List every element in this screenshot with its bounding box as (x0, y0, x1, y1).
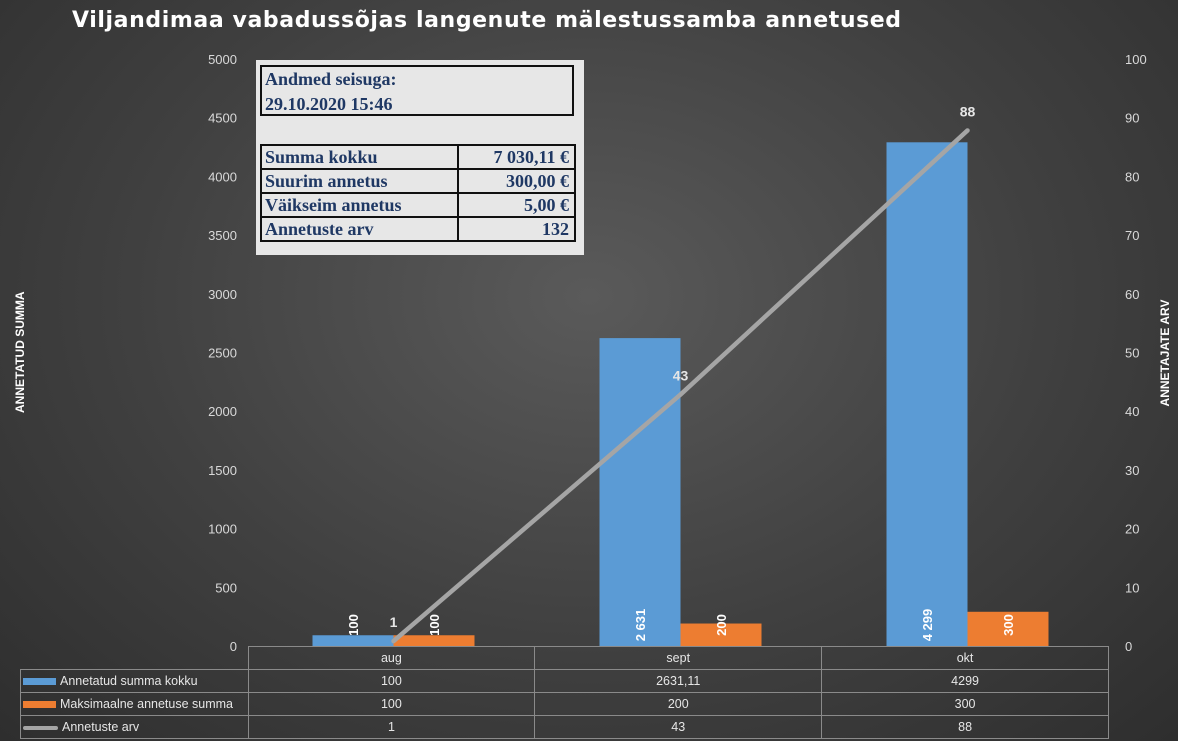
data-table-row: Annetuste arv 1 43 88 (20, 715, 1109, 739)
info-label: Väikseim annetus (260, 192, 459, 218)
y-tick-label-left: 0 (230, 639, 237, 654)
bar-data-label: 100 (346, 614, 361, 636)
legend-label: Maksimaalne annetuse summa (60, 697, 233, 711)
info-box-header: Andmed seisuga: 29.10.2020 15:46 (260, 65, 574, 116)
y-tick-label-right: 0 (1125, 639, 1132, 654)
bar-data-label: 2 631 (633, 609, 648, 642)
line-point (391, 639, 396, 644)
y-tick-label-right: 100 (1125, 52, 1147, 67)
bar-sept-0 (599, 338, 681, 647)
y-tick-label-right: 20 (1125, 522, 1139, 537)
y-tick-label-left: 3000 (208, 287, 237, 302)
legend-label: Annetuste arv (62, 720, 140, 734)
y-tick-label-left: 5000 (208, 52, 237, 67)
table-cell: 100 (247, 669, 536, 693)
category-label: sept (534, 646, 823, 670)
bar-aug-0 (312, 635, 394, 647)
legend-entry: Annetuste arv (20, 715, 249, 739)
data-table-row: Annetatud summa kokku 100 2631,11 4299 (20, 669, 1109, 693)
table-cell: 4299 (821, 669, 1109, 693)
data-table-corner (21, 647, 249, 670)
bar-data-label: 4 299 (920, 609, 935, 642)
bar-data-label: 200 (714, 614, 729, 636)
table-cell: 43 (534, 715, 823, 739)
y-tick-label-left: 2000 (208, 404, 237, 419)
y-tick-label-left: 4000 (208, 169, 237, 184)
table-cell: 300 (821, 692, 1109, 716)
line-point (965, 128, 970, 133)
table-cell: 100 (247, 692, 536, 716)
line-point (678, 392, 683, 397)
y-tick-label-left: 500 (215, 580, 237, 595)
info-box: Andmed seisuga: 29.10.2020 15:46 Summa k… (256, 60, 584, 255)
y-tick-label-right: 50 (1125, 346, 1139, 361)
legend-key-blue-bar (23, 678, 56, 686)
data-table-header-row: aug sept okt (21, 646, 1109, 670)
y-tick-label-left: 4500 (208, 111, 237, 126)
table-cell: 2631,11 (534, 669, 823, 693)
table-cell: 1 (247, 715, 536, 739)
y-tick-label-left: 3500 (208, 228, 237, 243)
bar-okt-1 (967, 611, 1049, 647)
legend-label: Annetatud summa kokku (60, 674, 198, 688)
info-label: Summa kokku (260, 144, 459, 170)
y-tick-label-right: 70 (1125, 228, 1139, 243)
legend-key-gray-line (23, 725, 58, 730)
line-data-label: 43 (673, 368, 689, 384)
line-data-label: 1 (390, 614, 398, 630)
table-cell: 88 (821, 715, 1109, 739)
info-value: 132 (457, 216, 576, 242)
info-value: 300,00 € (457, 168, 576, 194)
bar-data-label: 300 (1001, 614, 1016, 636)
info-box-heading: Andmed seisuga: (265, 69, 397, 89)
y-tick-label-right: 90 (1125, 111, 1139, 126)
y-tick-label-right: 10 (1125, 580, 1139, 595)
line-data-label: 88 (960, 103, 976, 119)
data-table-row: Maksimaalne annetuse summa 100 200 300 (20, 692, 1109, 716)
info-label: Annetuste arv (260, 216, 459, 242)
y-tick-label-right: 40 (1125, 404, 1139, 419)
bar-aug-1 (393, 635, 475, 647)
info-box-timestamp: 29.10.2020 15:46 (265, 94, 393, 114)
info-row-min: Väikseim annetus 5,00 € (260, 192, 576, 218)
info-label: Suurim annetus (260, 168, 459, 194)
bar-sept-1 (680, 623, 762, 647)
y-tick-label-right: 30 (1125, 463, 1139, 478)
info-summary-table: Summa kokku 7 030,11 € Suurim annetus 30… (260, 144, 576, 242)
legend-key-orange-bar (23, 701, 56, 709)
y-tick-label-right: 80 (1125, 169, 1139, 184)
info-row-count: Annetuste arv 132 (260, 216, 576, 242)
info-value: 7 030,11 € (457, 144, 576, 170)
y-tick-label-left: 2500 (208, 346, 237, 361)
category-label: okt (821, 646, 1109, 670)
table-cell: 200 (534, 692, 823, 716)
y-tick-label-right: 60 (1125, 287, 1139, 302)
y-tick-label-left: 1500 (208, 463, 237, 478)
bar-data-label: 100 (427, 614, 442, 636)
info-value: 5,00 € (457, 192, 576, 218)
legend-entry: Maksimaalne annetuse summa (20, 692, 249, 716)
chart-title: Viljandimaa vabadussõjas langenute mäles… (72, 8, 902, 33)
bar-okt-0 (886, 142, 968, 647)
info-row-max: Suurim annetus 300,00 € (260, 168, 576, 194)
category-label: aug (247, 646, 536, 670)
chart-data-table: aug sept okt Annetatud summa kokku 100 2… (20, 646, 1109, 739)
info-row-total: Summa kokku 7 030,11 € (260, 144, 576, 170)
y-tick-label-left: 1000 (208, 522, 237, 537)
legend-entry: Annetatud summa kokku (20, 669, 249, 693)
